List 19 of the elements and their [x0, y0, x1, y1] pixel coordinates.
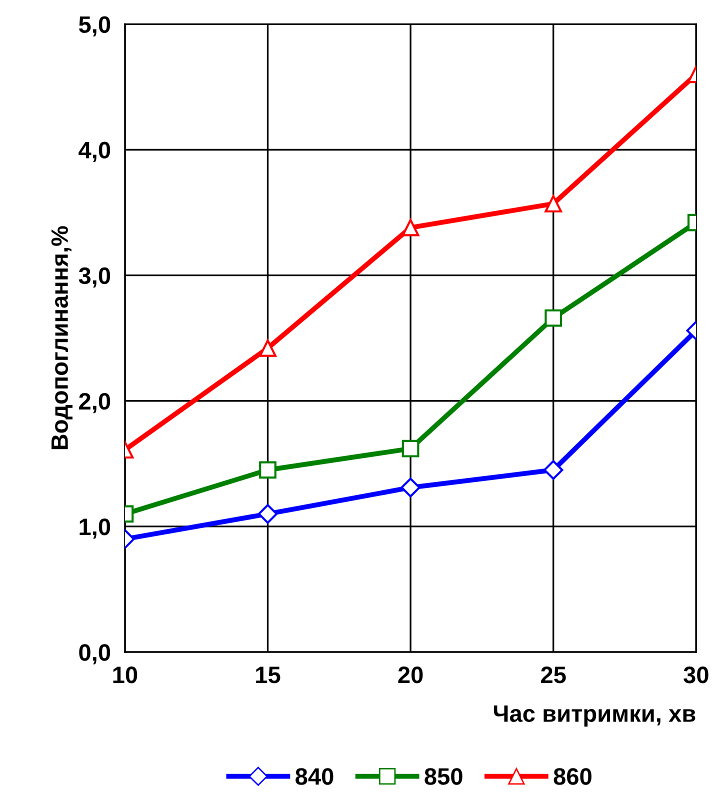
x-tick-label: 10	[113, 666, 138, 684]
y-tick-label: 5,0	[78, 16, 110, 36]
legend-label: 850	[424, 768, 462, 785]
x-tick-label: 15	[256, 666, 280, 684]
x-tick-label: 30	[684, 666, 708, 684]
y-tick-label: 1,0	[80, 518, 110, 539]
legend-label: 840	[296, 768, 334, 785]
point	[400, 478, 420, 498]
y-tick-label: 3,0	[78, 267, 110, 288]
y-tick-label: 2,0	[79, 392, 110, 414]
x-tick-label: 25	[541, 666, 566, 684]
point	[402, 440, 420, 458]
y-tick-label: 0,0	[79, 644, 110, 664]
x-axis-title: Час витримки, хв	[494, 705, 696, 727]
x-tick-label: 20	[398, 666, 423, 684]
legend-label: 860	[554, 768, 592, 785]
point	[402, 218, 420, 236]
y-tick-label: 4,0	[78, 142, 110, 162]
y-axis-title: Водопоглинання,%	[51, 226, 72, 450]
